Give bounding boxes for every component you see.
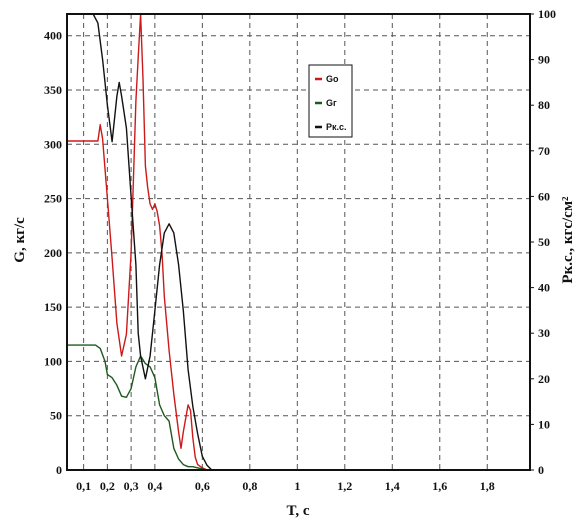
x-tick-label: 1,2 (337, 479, 352, 493)
y-axis-left-label: G, кг/с (12, 217, 28, 263)
y-right-tick-label: 100 (538, 7, 556, 21)
y-left-tick-label: 50 (50, 409, 62, 423)
y-left-tick-label: 0 (56, 463, 62, 477)
series-line-0 (67, 13, 208, 471)
tick-labels: 0,1 0,2 0,3 0,4 0,6 0,8 1 1,2 1,4 1,6 1,8050100150… (44, 7, 556, 493)
y-left-tick-label: 250 (44, 192, 62, 206)
y-axis-right-label: Pк.с., кгс/см² (560, 196, 576, 284)
legend-label: Gг (326, 98, 337, 108)
x-tick-label: 0,6 (195, 479, 210, 493)
x-tick-label: 0,4 (147, 479, 162, 493)
y-right-tick-label: 0 (538, 463, 544, 477)
y-left-tick-label: 400 (44, 29, 62, 43)
x-tick-label: 0,8 (242, 479, 257, 493)
y-left-tick-label: 150 (44, 300, 62, 314)
y-left-tick-label: 100 (44, 354, 62, 368)
legend-label: Pк.с. (326, 122, 347, 132)
series-line-1 (67, 344, 208, 471)
legend: Gо Gг Pк.с. (308, 64, 353, 138)
legend-box (308, 64, 353, 138)
y-right-tick-label: 50 (538, 235, 550, 249)
y-left-tick-label: 350 (44, 83, 62, 97)
y-right-tick-label: 70 (538, 144, 550, 158)
y-right-tick-label: 10 (538, 417, 550, 431)
y-right-tick-label: 60 (538, 189, 550, 203)
x-tick-label: 1,6 (432, 479, 447, 493)
y-right-tick-label: 90 (538, 53, 550, 67)
series-line-2 (67, 13, 213, 471)
x-tick-label: 0,2 (100, 479, 115, 493)
y-right-tick-label: 30 (538, 326, 550, 340)
y-right-tick-label: 20 (538, 372, 550, 386)
y-right-tick-label: 40 (538, 281, 550, 295)
y-right-tick-label: 80 (538, 98, 550, 112)
x-tick-label: 1,8 (480, 479, 495, 493)
x-tick-label: 1,4 (385, 479, 400, 493)
x-axis-label: T, с (286, 503, 309, 519)
x-tick-label: 0,1 (76, 479, 91, 493)
legend-label: Gо (326, 74, 339, 84)
series-lines (67, 13, 213, 471)
grid (67, 14, 530, 470)
y-left-tick-label: 200 (44, 246, 62, 260)
x-tick-label: 0,3 (124, 479, 139, 493)
y-left-tick-label: 300 (44, 137, 62, 151)
x-tick-label: 1 (294, 479, 300, 493)
